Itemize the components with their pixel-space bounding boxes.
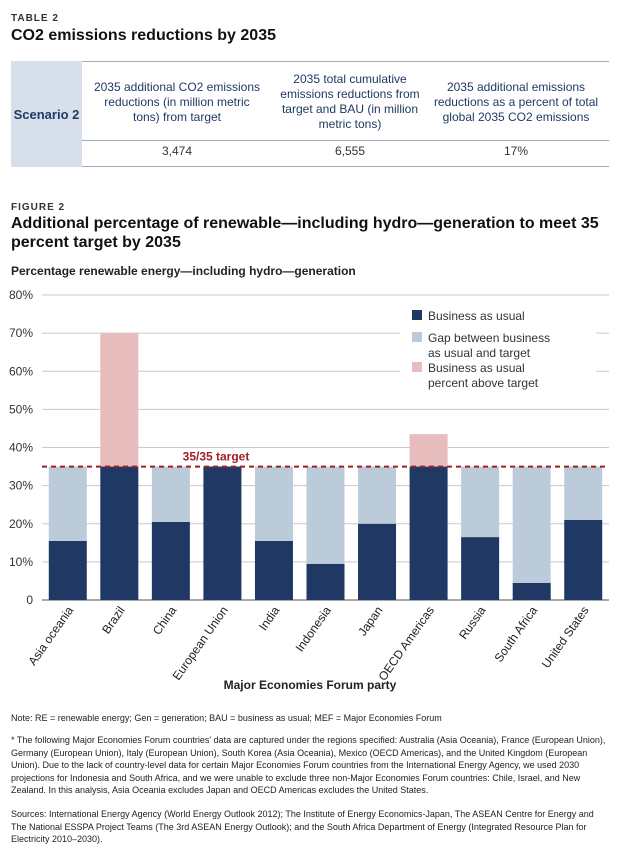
table-mid-rule [82,140,609,141]
column-value-3: 17% [503,144,529,158]
legend-label: Gap between business as usual and target [428,331,550,360]
x-tick-label: Brazil [99,604,128,637]
scenario-row-header: Scenario 2 [11,61,82,167]
y-tick-label: 80% [9,288,33,302]
y-tick-label: 10% [9,555,33,569]
target-label: 35/35 target [183,450,250,464]
bar-segment-gap [306,466,345,564]
table-bottom-rule [11,166,609,167]
bar-segment-gap [358,466,397,524]
bar-segment-bau [306,563,345,600]
column-header-3: 2035 additional emissions reductions as … [433,79,599,124]
figure-title: Additional percentage of renewable—inclu… [11,215,599,251]
bar-segment-gap [151,466,190,522]
legend-swatch [412,310,422,320]
column-header-2: 2035 total cumulative emissions reductio… [280,72,420,131]
x-tick-label: OECD Americas [375,604,437,680]
bar-segment-gap [461,466,500,538]
bar-segment-bau [151,521,190,600]
x-tick-label: United States [539,604,592,671]
x-tick-label: China [150,603,180,637]
bar-segment-gap [512,466,551,583]
bar-segment-above [100,333,139,467]
x-tick-label: Asia oceania [25,603,76,668]
column-value-1: 3,474 [161,144,193,158]
legend-swatch [412,362,422,372]
legend-label: Business as usual percent above target [428,361,539,390]
y-tick-label: 70% [9,326,33,340]
y-tick-label: 20% [9,517,33,531]
y-tick-label: 0 [26,593,33,607]
y-tick-label: 40% [9,441,33,455]
table-top-rule [11,61,609,62]
bar-segment-gap [564,466,603,520]
bar-segment-bau [254,540,293,600]
x-tick-label: Indonesia [293,603,335,654]
sources-note: Sources: International Energy Agency (Wo… [11,809,594,844]
x-tick-label: South Africa [492,603,541,664]
y-tick-label: 50% [9,402,33,416]
legend-box [400,305,596,399]
stacked-bar-chart: 0 10% 20% 30% 40% 50% 60% 70% 80% Asia oceania Bra… [9,288,609,680]
column-value-2: 6,555 [334,144,366,158]
bar-segment-bau [48,540,87,600]
x-axis-title: Major Economies Forum party [223,678,397,692]
x-tick-label: Russia [456,603,489,641]
bar-segment-bau [461,537,500,600]
bar-segment-bau [358,523,397,600]
bar-segment-above [409,434,448,467]
emissions-table: Scenario 2 2035 additional CO2 emissions… [11,61,609,167]
bar-segment-gap [254,466,293,541]
abbreviation-note: Note: RE = renewable energy; Gen = gener… [11,713,442,723]
legend-label: Business as usual [428,309,525,323]
y-tick-label: 30% [9,479,33,493]
legend-swatch [412,332,422,342]
table-label: TABLE 2 [11,13,59,24]
bar-segment-bau [203,466,242,600]
footnote: * The following Major Economies Forum co… [11,735,606,795]
table-title: CO2 emissions reductions by 2035 [11,27,276,44]
x-tick-label: Japan [355,604,385,639]
bar-segment-bau [564,519,603,600]
figure-label: FIGURE 2 [11,202,66,213]
x-tick-label: European Union [170,604,231,680]
bar-segment-bau [409,466,448,600]
bar-segment-gap [48,466,87,541]
bar-segment-bau [100,466,139,600]
chart-title: Percentage renewable energy—including hy… [11,264,356,278]
x-tick-label: India [256,603,283,633]
y-tick-label: 60% [9,364,33,378]
bar-segment-bau [512,582,551,600]
column-header-1: 2035 additional CO2 emissions reductions… [93,79,261,124]
